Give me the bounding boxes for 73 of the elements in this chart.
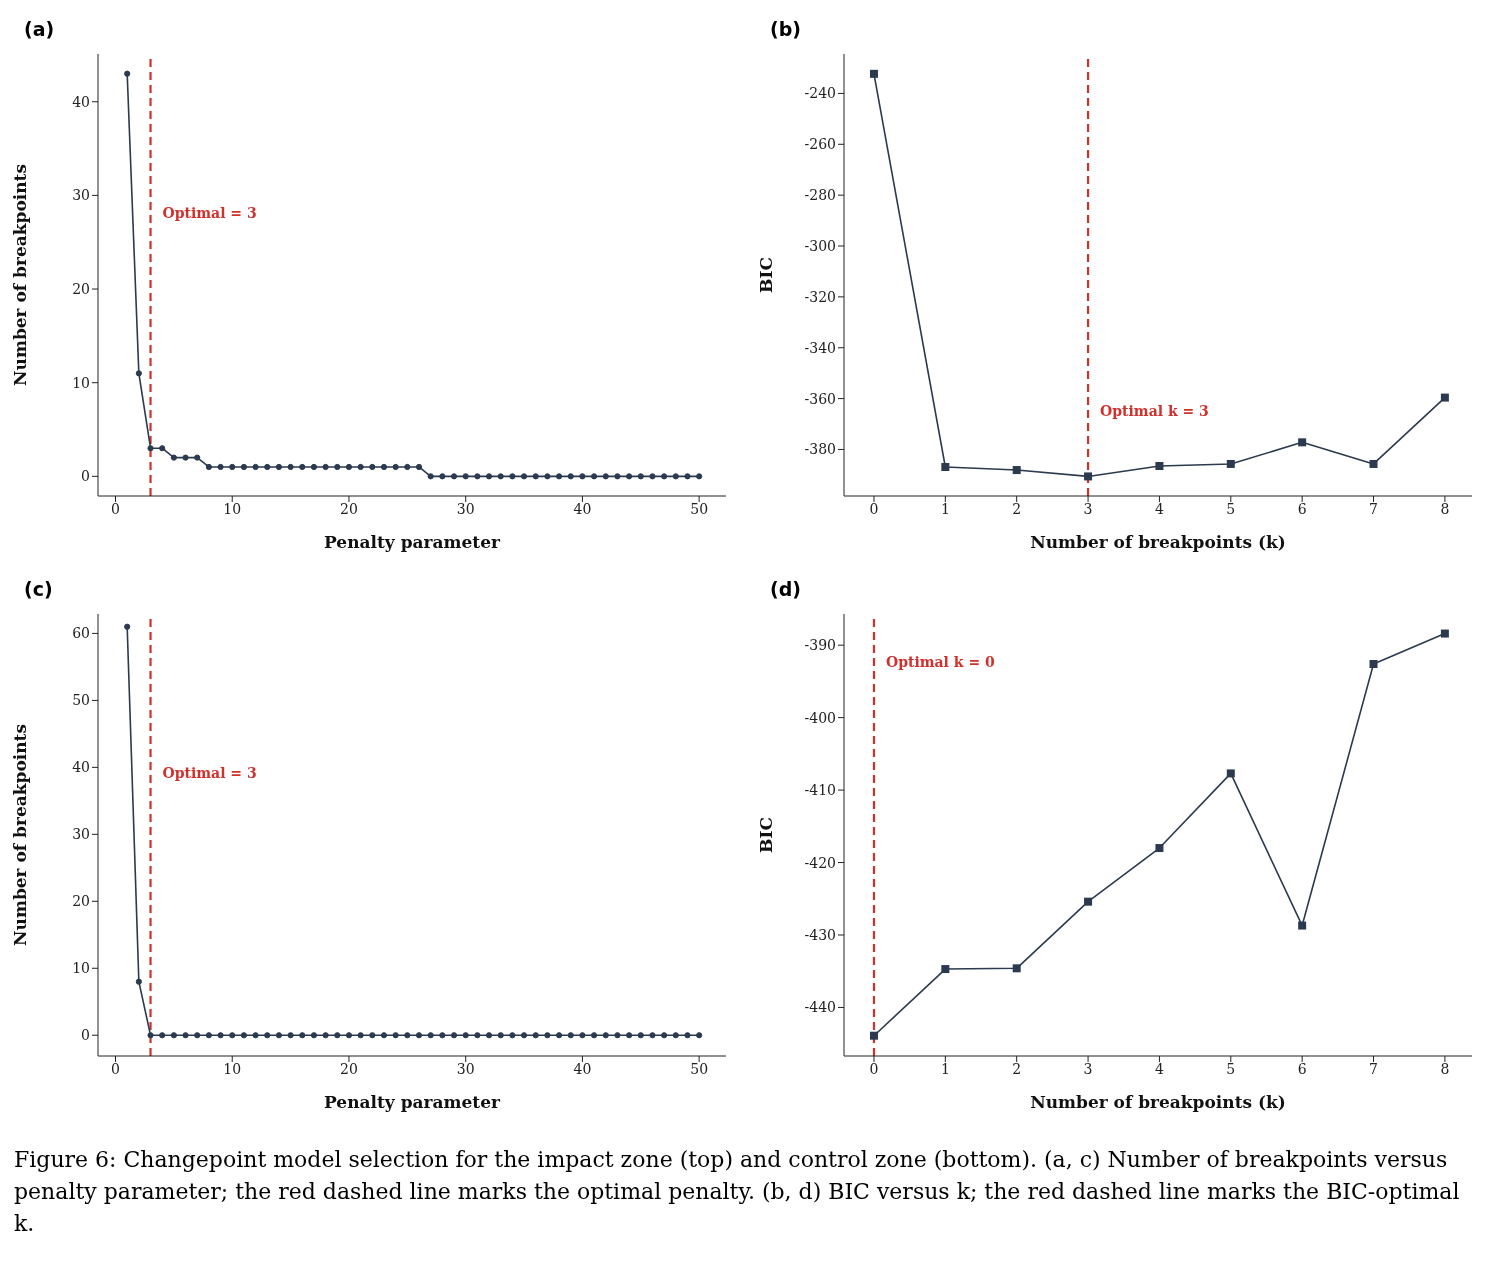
- x-tick-label: 2: [1012, 1060, 1022, 1077]
- x-tick-label: 3: [1083, 1060, 1093, 1077]
- y-tick-label: -300: [804, 237, 836, 254]
- y-tick-label: 20: [72, 893, 90, 910]
- y-tick-label: -320: [804, 288, 836, 305]
- ref-line-label: Optimal = 3: [162, 204, 257, 221]
- y-tick-label: -280: [804, 187, 836, 204]
- y-tick-label: -440: [804, 999, 836, 1016]
- y-tick-label: -260: [804, 136, 836, 153]
- chart-title: (c): [24, 578, 53, 600]
- y-tick-label: 50: [72, 692, 90, 709]
- x-tick-label: 1: [940, 1060, 950, 1077]
- x-axis-title: Penalty parameter: [324, 532, 501, 552]
- y-tick-label: -400: [804, 709, 836, 726]
- y-tick-label: -360: [804, 390, 836, 407]
- x-tick-label: 4: [1154, 1060, 1164, 1077]
- caption: Figure 6: Changepoint model selection for the impact zone (top) and control zone (bottom). (a, c) Number of breakpoints versus penalty parameter; the red dashed line marks the optimal penalty. (b, d) BIC versus k; the red dashed line marks the BIC-optimal k.: [13, 1146, 1461, 1238]
- x-tick-label: 8: [1440, 1060, 1450, 1077]
- y-tick-label: -420: [804, 854, 836, 871]
- y-tick-label: 0: [81, 1027, 90, 1044]
- x-axis-title: Number of breakpoints (k): [1030, 1092, 1286, 1112]
- x-axis-title: Penalty parameter: [324, 1092, 501, 1112]
- x-tick-label: 40: [573, 1060, 592, 1077]
- x-tick-label: 20: [340, 1060, 358, 1077]
- y-axis-title: BIC: [756, 257, 777, 293]
- y-axis-title: Number of breakpoints: [10, 164, 31, 386]
- chart-title: (d): [770, 578, 801, 600]
- x-tick-label: 5: [1226, 500, 1236, 517]
- y-tick-label: -430: [804, 926, 836, 943]
- x-tick-label: 0: [869, 500, 879, 517]
- y-tick-label: 10: [72, 374, 90, 391]
- x-tick-label: 4: [1154, 500, 1164, 517]
- ref-line-label: Optimal = 3: [162, 764, 257, 781]
- y-tick-label: -390: [804, 637, 836, 654]
- y-tick-label: -410: [804, 782, 836, 799]
- y-axis-title: BIC: [756, 817, 777, 853]
- x-tick-label: 5: [1226, 1060, 1236, 1077]
- x-tick-label: 30: [456, 500, 475, 517]
- x-tick-label: 6: [1297, 1060, 1307, 1077]
- y-tick-label: -240: [804, 85, 836, 102]
- x-tick-label: 50: [690, 500, 709, 517]
- x-tick-label: 0: [869, 1060, 879, 1077]
- x-tick-label: 8: [1440, 500, 1450, 517]
- y-tick-label: 30: [72, 826, 90, 843]
- x-tick-label: 7: [1369, 500, 1378, 517]
- y-tick-label: -340: [804, 339, 836, 356]
- y-tick-label: -380: [804, 441, 836, 458]
- x-tick-label: 1: [940, 500, 950, 517]
- ref-line-label: Optimal k = 3: [1100, 403, 1209, 420]
- y-tick-label: 10: [72, 960, 90, 977]
- ref-line-label: Optimal k = 0: [885, 654, 995, 671]
- x-tick-label: 20: [340, 500, 358, 517]
- chart-title: (a): [24, 18, 55, 40]
- x-tick-label: 10: [223, 1060, 242, 1077]
- y-tick-label: 0: [81, 468, 90, 485]
- y-tick-label: 60: [72, 625, 90, 642]
- x-tick-label: 0: [111, 1060, 120, 1077]
- x-tick-label: 10: [223, 500, 242, 517]
- chart-title: (b): [770, 18, 801, 40]
- x-tick-label: 40: [573, 500, 592, 517]
- x-tick-label: 2: [1012, 500, 1022, 517]
- y-tick-label: 40: [72, 93, 90, 110]
- y-axis-title: Number of breakpoints: [10, 724, 31, 946]
- x-tick-label: 7: [1369, 1060, 1378, 1077]
- x-tick-label: 30: [456, 1060, 475, 1077]
- y-tick-label: 30: [72, 187, 90, 204]
- x-axis-title: Number of breakpoints (k): [1030, 532, 1286, 552]
- y-tick-label: 40: [72, 759, 90, 776]
- x-tick-label: 0: [111, 500, 120, 517]
- x-tick-label: 6: [1297, 500, 1307, 517]
- x-tick-label: 50: [690, 1060, 709, 1077]
- x-tick-label: 3: [1083, 500, 1093, 517]
- y-tick-label: 20: [72, 281, 90, 298]
